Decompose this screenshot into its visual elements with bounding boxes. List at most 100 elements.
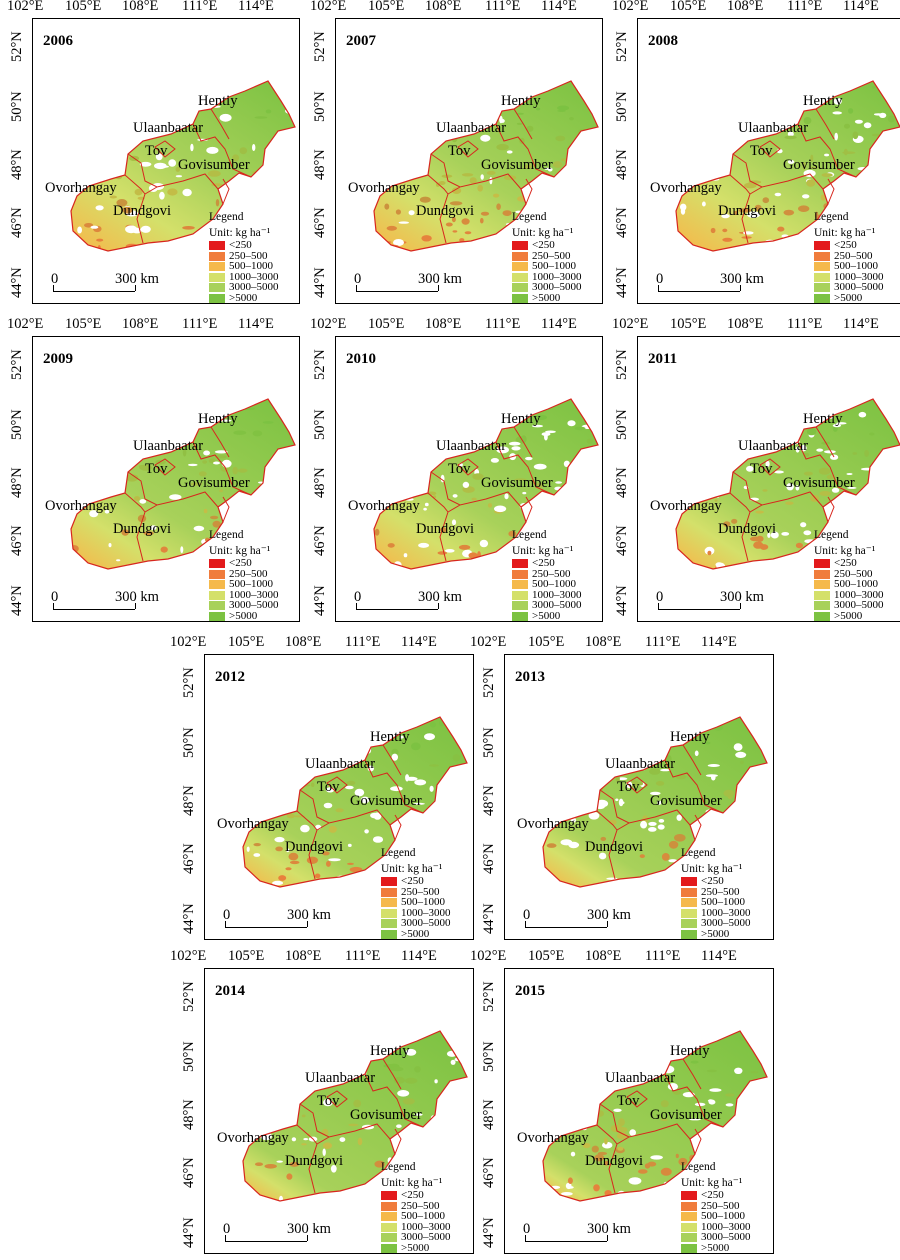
raster-patch	[575, 1077, 578, 1079]
scale-bar-tick	[607, 1235, 608, 1241]
raster-patch	[214, 399, 219, 404]
scale-bar-line	[225, 927, 307, 928]
raster-patch	[100, 404, 106, 408]
raster-patch	[677, 78, 685, 85]
latitude-label: 48°N	[181, 1099, 198, 1130]
raster-patch	[105, 138, 118, 140]
raster-patch	[411, 404, 422, 407]
legend-swatch	[814, 252, 830, 261]
legend-title: Legend	[814, 211, 848, 223]
latitude-label: 50°N	[9, 409, 26, 440]
region-label-tov: Tov	[448, 143, 470, 160]
raster-patch	[451, 1060, 456, 1065]
raster-patch	[676, 1154, 679, 1158]
raster-patch	[641, 733, 645, 738]
raster-patch	[70, 131, 77, 139]
raster-patch	[278, 472, 284, 478]
raster-patch	[747, 411, 758, 413]
raster-patch	[97, 122, 110, 127]
raster-patch	[95, 118, 102, 122]
raster-patch	[593, 553, 600, 557]
raster-patch	[864, 450, 869, 457]
raster-patch	[681, 208, 685, 214]
raster-patch	[404, 1132, 408, 1136]
raster-patch	[496, 203, 501, 210]
raster-patch	[315, 874, 321, 879]
legend-swatch	[814, 612, 830, 621]
raster-patch	[182, 405, 185, 411]
longitude-label: 108°E	[585, 634, 621, 651]
latitude-label: 46°N	[9, 525, 26, 556]
raster-patch	[745, 1088, 751, 1092]
raster-patch	[568, 1064, 573, 1067]
longitude-label: 111°E	[182, 0, 217, 15]
raster-patch	[602, 1053, 615, 1055]
raster-patch	[154, 163, 167, 169]
raster-patch	[803, 530, 811, 535]
raster-patch	[878, 219, 888, 223]
raster-patch	[832, 111, 842, 114]
legend-label: >5000	[532, 610, 560, 622]
raster-patch	[567, 420, 575, 426]
longitude-label: 105°E	[65, 316, 101, 333]
latitude-label: 50°N	[181, 727, 198, 758]
raster-patch	[586, 792, 598, 796]
raster-patch	[98, 453, 103, 455]
legend-label: >5000	[701, 1242, 729, 1254]
raster-patch	[244, 214, 248, 219]
raster-patch	[507, 150, 513, 153]
scale-bar-tick	[438, 285, 439, 291]
raster-patch	[388, 543, 395, 548]
raster-patch	[159, 192, 165, 200]
legend-label: >5000	[401, 1242, 429, 1254]
raster-patch	[399, 221, 409, 223]
raster-patch	[608, 1052, 617, 1056]
latitude-label: 52°N	[481, 981, 498, 1012]
raster-patch	[709, 1088, 721, 1092]
raster-patch	[504, 493, 508, 499]
raster-patch	[757, 1161, 764, 1163]
longitude-label: 105°E	[65, 0, 101, 15]
region-label-ulaanbaatar: Ulaanbaatar	[738, 120, 808, 137]
raster-patch	[227, 399, 238, 404]
raster-patch	[661, 1197, 667, 1204]
legend-swatch	[381, 1223, 397, 1232]
raster-patch	[855, 120, 863, 124]
legend-unit: Unit: kg ha⁻¹	[512, 225, 573, 239]
raster-patch	[834, 133, 838, 141]
raster-patch	[254, 843, 261, 846]
legend-swatch	[681, 877, 697, 886]
raster-patch	[360, 1029, 363, 1034]
raster-patch	[378, 1037, 387, 1040]
raster-patch	[414, 779, 426, 785]
raster-patch	[275, 209, 284, 214]
scale-bar-end: 300 km	[720, 589, 764, 606]
legend-swatch	[209, 283, 225, 292]
raster-patch	[692, 160, 697, 163]
raster-patch	[648, 827, 657, 832]
raster-patch	[546, 1052, 549, 1056]
legend-swatch	[814, 273, 830, 282]
region-label-govisumber: Govisumber	[350, 793, 422, 810]
raster-patch	[439, 181, 446, 185]
longitude-label: 102°E	[170, 634, 206, 651]
raster-patch	[816, 449, 823, 452]
raster-patch	[99, 481, 111, 484]
legend-swatch	[209, 612, 225, 621]
raster-patch	[324, 803, 333, 809]
raster-patch	[782, 105, 787, 113]
scale-bar-line	[53, 609, 135, 610]
raster-patch	[723, 790, 734, 797]
raster-patch	[658, 824, 665, 829]
region-label-hentiy: Hentiy	[670, 1043, 709, 1060]
longitude-label: 108°E	[425, 0, 461, 15]
raster-patch	[119, 408, 128, 414]
raster-patch	[600, 1055, 604, 1059]
raster-patch	[435, 1122, 443, 1125]
legend-swatch	[512, 273, 528, 282]
raster-patch	[272, 1065, 278, 1067]
raster-patch	[231, 192, 242, 196]
